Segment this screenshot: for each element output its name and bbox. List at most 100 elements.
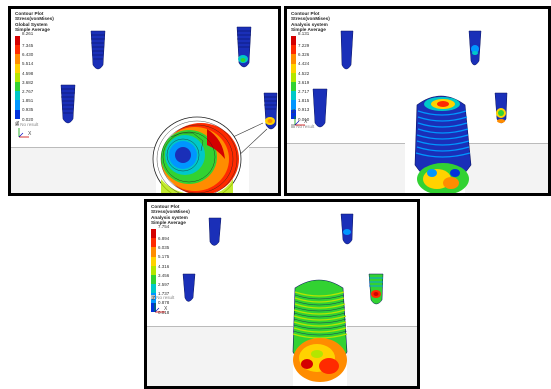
legend-swatch — [151, 265, 156, 275]
legend-row: 4.316 — [151, 256, 191, 269]
viewport-panel-3[interactable]: Contour Plot Stress(vonMises) Analysis s… — [144, 199, 420, 389]
ground-plane — [249, 147, 278, 193]
no-result-legend-item: No result — [151, 295, 174, 300]
legend-swatch — [15, 91, 20, 101]
legend-value: 3.619 — [298, 79, 310, 85]
legend-row: 2.767 — [15, 81, 55, 94]
ground-plane — [287, 143, 405, 193]
legend-row: 6.326 — [291, 45, 331, 58]
implant-model[interactable] — [182, 273, 196, 302]
legend-value: 0.878 — [158, 300, 170, 306]
legend-row: 1.851 — [15, 91, 55, 104]
legend-row: 7.345 — [15, 36, 55, 48]
legend-row: 5.175 — [151, 247, 191, 260]
legend-swatch — [15, 109, 20, 119]
axis-label-z: Z — [16, 121, 20, 127]
implant-model[interactable] — [60, 84, 76, 124]
title-line-1: Contour Plot — [291, 11, 320, 16]
title-line-3: Analysis system — [151, 214, 188, 220]
legend-swatch — [15, 36, 20, 46]
title-line-2: Stress(vonMises) — [151, 209, 190, 215]
implant-zoom-view[interactable] — [152, 116, 242, 196]
legend-value: 1.851 — [22, 98, 34, 104]
title-line-3: Analysis system — [291, 21, 328, 27]
legend-swatch — [151, 284, 156, 294]
legend-swatch — [291, 63, 296, 73]
legend-row: 5.514 — [15, 54, 55, 66]
title-line-1: Contour Plot — [15, 11, 44, 16]
axis-triad-icon — [18, 128, 29, 138]
ground-plane — [11, 147, 156, 193]
legend-row: 4.598 — [15, 63, 55, 76]
title-line-1: Contour Plot — [151, 204, 180, 209]
ground-plane — [147, 326, 293, 386]
title-line-2: Stress(vonMises) — [291, 16, 330, 22]
legend-swatch — [151, 229, 156, 239]
implant-model[interactable] — [468, 30, 482, 66]
legend-row: 3.682 — [15, 72, 55, 85]
title-line-3: Global System — [15, 21, 48, 27]
legend-value: 2.717 — [298, 88, 310, 94]
legend-swatch — [15, 81, 20, 92]
legend-value: 3.456 — [158, 272, 170, 278]
model-scene[interactable] — [147, 202, 420, 389]
legend-swatch — [15, 72, 20, 82]
legend-value: 6.894 — [158, 236, 170, 241]
legend-value: 1.737 — [158, 291, 170, 297]
viewport-panel-2[interactable]: Contour Plot Stress(vonMises) Analysis s… — [284, 6, 551, 196]
legend-row: 4.424 — [291, 54, 331, 66]
no-result-legend-item: No result — [15, 122, 38, 127]
implant-model[interactable] — [208, 217, 222, 246]
legend-row: 6.430 — [15, 45, 55, 58]
implant-large-view[interactable] — [292, 279, 348, 382]
implant-large-view[interactable] — [414, 95, 472, 195]
model-scene[interactable] — [287, 9, 551, 196]
implant-model[interactable] — [236, 26, 252, 68]
ground-plane — [465, 143, 548, 193]
model-scene[interactable] — [11, 9, 281, 196]
legend-value: 2.767 — [22, 88, 34, 94]
legend-max-value: 7.754 — [158, 224, 170, 229]
axis-label-x: X — [28, 131, 32, 137]
legend-row: 0.913 — [291, 100, 331, 112]
legend-swatch — [291, 36, 296, 46]
title-line-4: Simple Average — [291, 26, 326, 32]
legend-max-value: 8.131 — [298, 31, 310, 36]
implant-model[interactable] — [340, 213, 354, 245]
axis-label-x: X — [164, 306, 168, 312]
legend-swatch — [291, 54, 296, 64]
implant-model[interactable] — [263, 92, 278, 130]
legend-value: 1.815 — [298, 98, 310, 104]
legend-swatch — [15, 100, 20, 110]
implant-model[interactable] — [312, 88, 328, 128]
implant-model[interactable] — [368, 273, 384, 305]
implant-model[interactable] — [494, 92, 508, 124]
legend-row: 0.010 — [291, 109, 331, 122]
ground-plane — [347, 326, 417, 386]
legend-value: 5.175 — [158, 254, 170, 260]
no-result-legend-item: No result — [291, 124, 314, 129]
legend-value: 4.522 — [298, 70, 310, 76]
implant-model[interactable] — [340, 30, 354, 70]
contour-plot-title: Contour Plot Stress(vonMises) Analysis s… — [151, 204, 190, 225]
legend-value: 6.430 — [22, 52, 34, 58]
legend-row: 2.717 — [291, 81, 331, 94]
legend-row: 1.737 — [151, 284, 191, 297]
legend-swatch — [151, 247, 156, 257]
legend-value: 6.326 — [298, 52, 310, 58]
legend-swatch — [291, 81, 296, 92]
legend-row: 6.035 — [151, 238, 191, 250]
implant-model[interactable] — [90, 30, 106, 70]
legend-row: 3.456 — [151, 265, 191, 278]
legend-max-value: 8.261 — [22, 31, 34, 36]
title-line-4: Simple Average — [15, 26, 50, 32]
legend-value: 2.597 — [158, 281, 170, 287]
legend-row: 1.815 — [291, 91, 331, 104]
legend-row: 4.522 — [291, 63, 331, 76]
title-line-2: Stress(vonMises) — [15, 16, 54, 22]
axis-label-x: X — [304, 119, 308, 125]
viewport-panel-1[interactable]: Contour Plot Stress(vonMises) Global Sys… — [8, 6, 281, 196]
legend-value: 4.316 — [158, 263, 170, 269]
legend-row: 2.597 — [151, 274, 191, 287]
legend-value: 7.229 — [298, 43, 310, 48]
